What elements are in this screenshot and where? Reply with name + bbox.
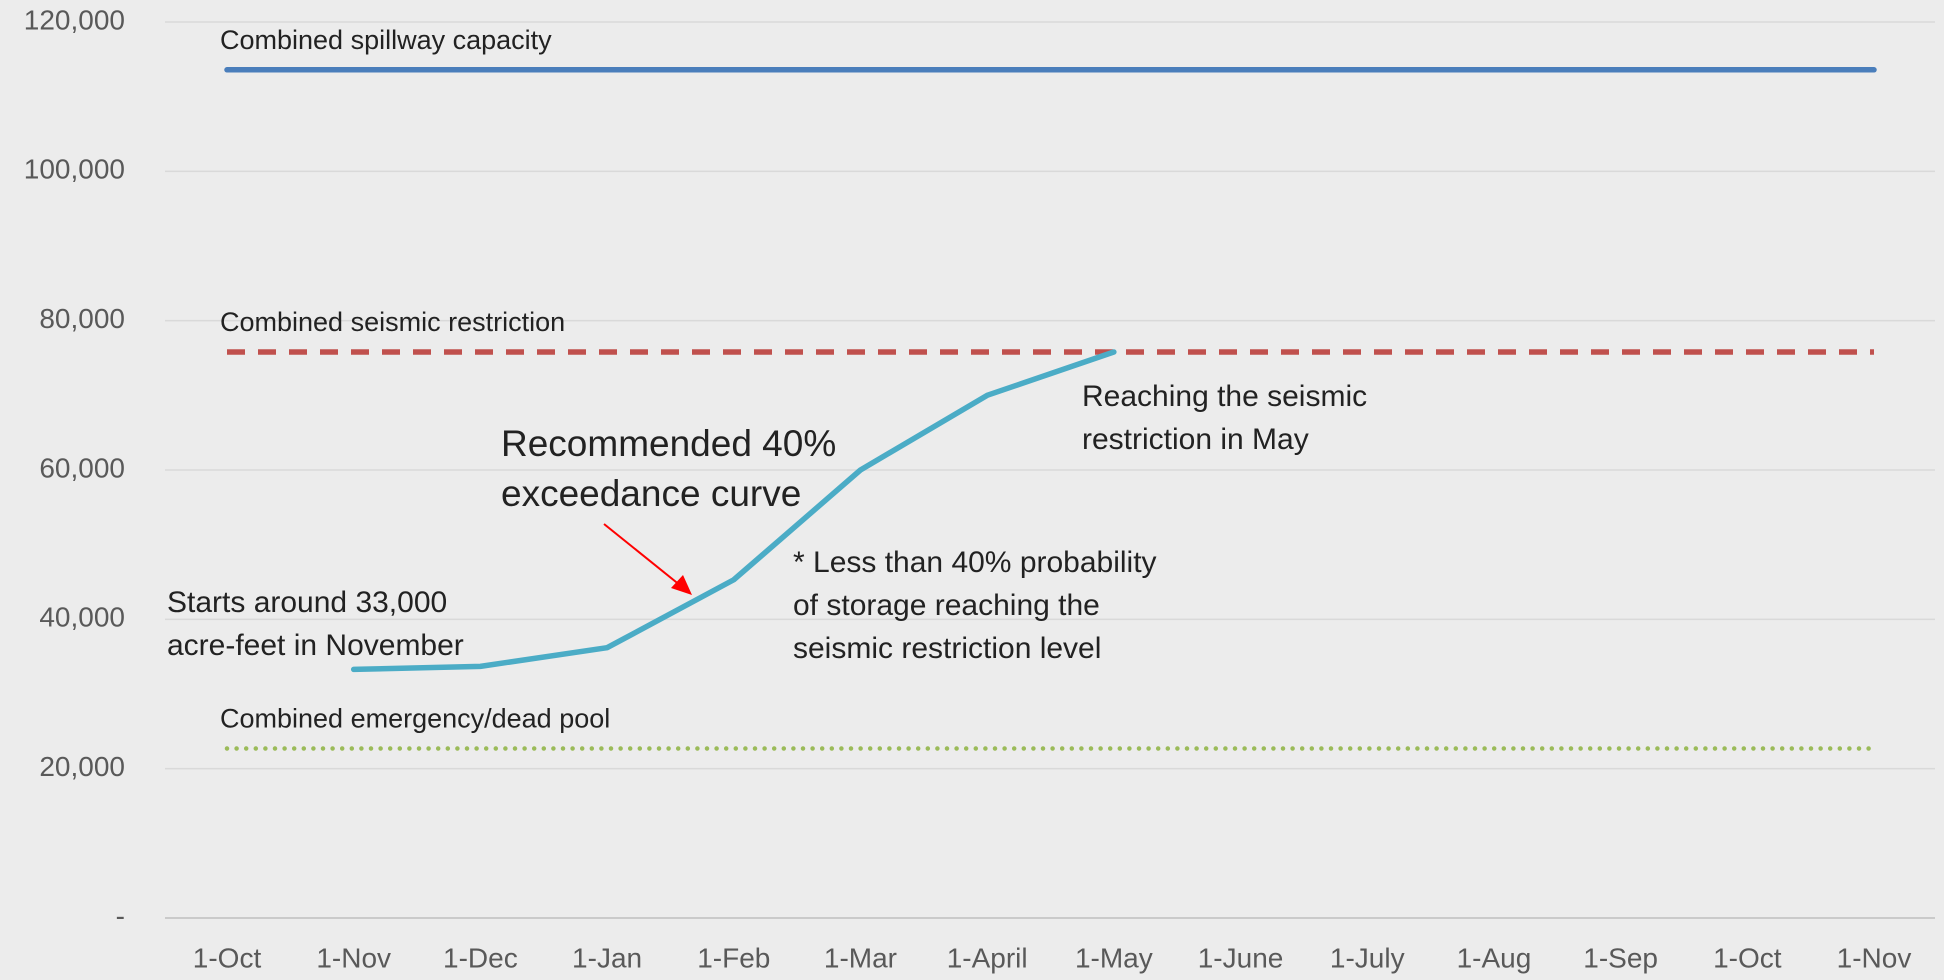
x-tick-label: 1-Dec	[443, 942, 518, 973]
y-tick-label: 100,000	[24, 154, 125, 185]
arrow	[603, 523, 687, 591]
x-tick-label: 1-Oct	[1713, 942, 1782, 973]
x-tick-label: 1-Mar	[824, 942, 897, 973]
x-tick-label: 1-May	[1075, 942, 1153, 973]
y-tick-label: 20,000	[39, 751, 125, 782]
annotation: restriction in May	[1082, 423, 1309, 456]
x-tick-label: 1-Aug	[1457, 942, 1532, 973]
arrow-head	[671, 575, 692, 595]
x-tick-label: 1-April	[947, 942, 1028, 973]
series-label: Combined emergency/dead pool	[220, 704, 610, 734]
x-tick-label: 1-July	[1330, 942, 1405, 973]
annotation: of storage reaching the	[793, 589, 1100, 622]
x-tick-label: 1-Nov	[316, 942, 391, 973]
annotation: seismic restriction level	[793, 632, 1101, 665]
y-tick-label: 60,000	[39, 452, 125, 483]
y-tick-label: 80,000	[39, 303, 125, 334]
y-tick-label: 40,000	[39, 602, 125, 633]
series-line	[350, 349, 1117, 673]
x-tick-label: 1-Sep	[1583, 942, 1658, 973]
annotation: exceedance curve	[501, 473, 801, 514]
annotation: acre-feet in November	[167, 629, 464, 662]
x-tick-label: 1-Jan	[572, 942, 642, 973]
x-tick-label: 1-Oct	[193, 942, 262, 973]
x-tick-label: 1-June	[1198, 942, 1284, 973]
x-tick-label: 1-Feb	[697, 942, 770, 973]
annotation: Starts around 33,000	[167, 586, 447, 619]
y-tick-label: -	[116, 900, 125, 931]
annotation: * Less than 40% probability	[793, 546, 1157, 579]
series-label: Combined seismic restriction	[220, 307, 565, 337]
annotation: Reaching the seismic	[1082, 380, 1367, 413]
x-tick-label: 1-Nov	[1837, 942, 1912, 973]
annotation: Recommended 40%	[501, 423, 836, 464]
y-tick-label: 120,000	[24, 4, 125, 35]
series-label: Combined spillway capacity	[220, 25, 552, 55]
